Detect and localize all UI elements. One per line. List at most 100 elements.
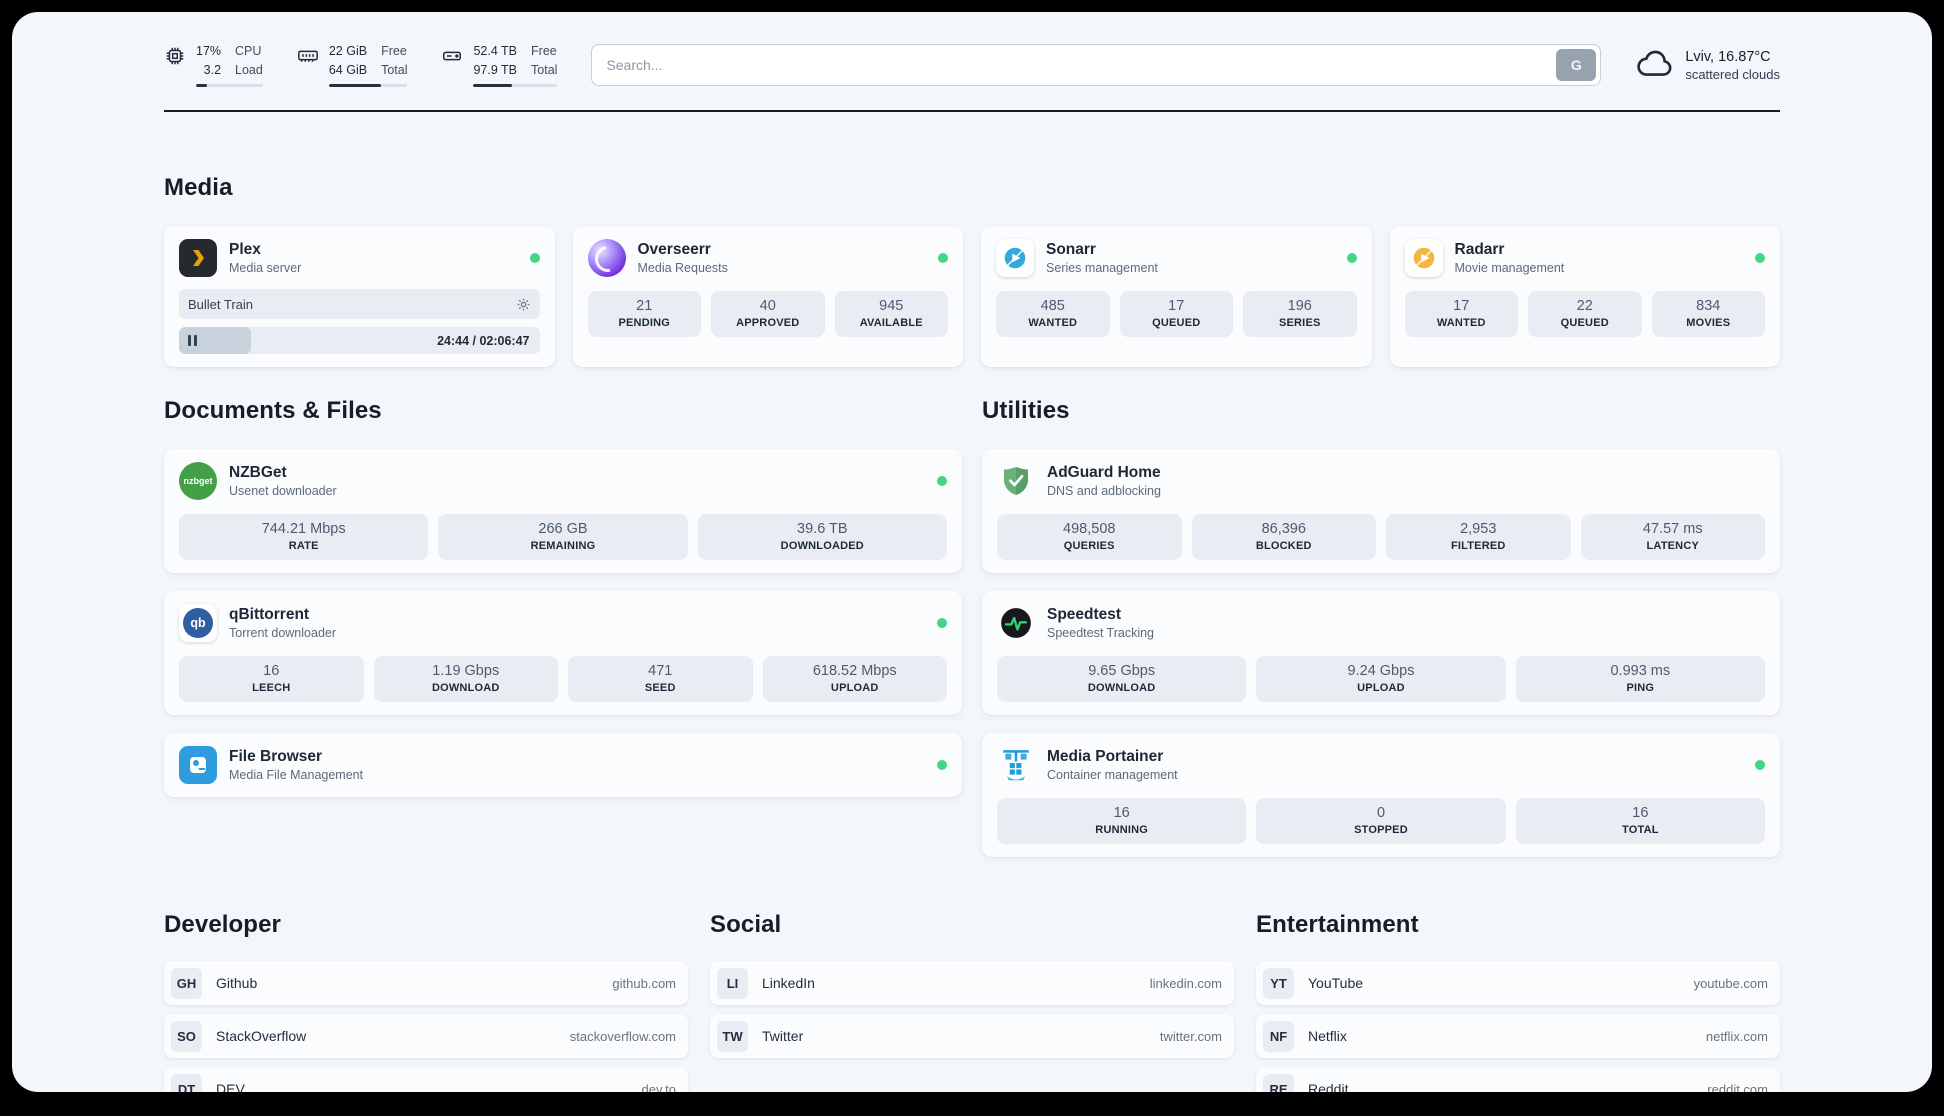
bookmark-badge: DT — [171, 1073, 202, 1092]
ram-widget: 22 GiB 64 GiB Free Total — [297, 43, 408, 87]
plex-icon — [179, 239, 217, 277]
app-name: AdGuard Home — [1047, 464, 1161, 481]
bookmark-twitter[interactable]: TW Twitter twitter.com — [710, 1014, 1234, 1058]
stat-wanted: 17 WANTED — [1404, 291, 1518, 337]
stat-blocked: 86,396 BLOCKED — [1191, 514, 1376, 560]
status-dot — [1346, 253, 1357, 263]
bookmark-linkedin[interactable]: LI LinkedIn linkedin.com — [710, 961, 1234, 1005]
bookmark-name: DEV — [216, 1081, 245, 1092]
pause-icon — [188, 335, 191, 346]
playback-progress: 24:44 / 02:06:47 — [179, 327, 540, 354]
now-playing-row: Bullet Train — [179, 289, 540, 319]
bookmark-url: twitter.com — [1159, 1028, 1222, 1044]
bookmark-github[interactable]: GH Github github.com — [164, 961, 688, 1005]
app-card-adguard[interactable]: AdGuard Home DNS and adblocking 498,508 … — [982, 449, 1780, 573]
app-card-plex[interactable]: Plex Media server Bullet Train 24:44 / 0 — [164, 226, 555, 367]
bookmark-url: dev.to — [641, 1081, 676, 1093]
ram-icon — [297, 45, 319, 72]
bookmark-dev[interactable]: DT DEV dev.to — [164, 1067, 688, 1092]
section-title-developer: Developer — [164, 911, 281, 938]
overseerr-icon — [587, 239, 626, 277]
cpu-icon — [164, 45, 186, 72]
section-title-media: Media — [164, 174, 233, 201]
bookmark-url: netflix.com — [1705, 1028, 1768, 1044]
status-dot — [1755, 253, 1765, 263]
now-playing-title: Bullet Train — [188, 296, 254, 312]
bookmark-name: Netflix — [1308, 1028, 1347, 1044]
ram-total-label: Total — [381, 63, 408, 77]
app-name: NZBGet — [229, 464, 287, 481]
stat-running: 16 RUNNING — [997, 798, 1247, 844]
ram-free-value: 22 GiB — [328, 44, 368, 59]
app-subtitle: Movie management — [1454, 261, 1565, 275]
stat-remaining: 266 GB REMAINING — [438, 514, 688, 560]
app-name: qBittorrent — [229, 606, 310, 623]
disk-progress-bar — [473, 83, 558, 87]
bookmark-name: Github — [216, 975, 258, 991]
bookmark-url: github.com — [612, 975, 676, 991]
app-card-radarr[interactable]: Radarr Movie management 17 WANTED 22 QUE… — [1389, 226, 1780, 367]
search-engine-button[interactable]: G — [1556, 49, 1597, 81]
app-card-nzbget[interactable]: nzbget NZBGet Usenet downloader 744.21 M… — [164, 449, 962, 573]
app-subtitle: Media File Management — [229, 768, 364, 782]
section-title-utilities: Utilities — [982, 397, 1070, 424]
section-utilities: Utilities AdGuard Home DNS and adblockin… — [982, 397, 1780, 857]
bookmark-badge: YT — [1263, 967, 1294, 999]
status-dot — [937, 760, 947, 770]
stat-rate: 744.21 Mbps RATE — [179, 514, 429, 560]
app-name: Sonarr — [1046, 241, 1096, 258]
gear-icon[interactable] — [516, 297, 531, 312]
stat-download: 9.65 Gbps DOWNLOAD — [997, 656, 1247, 702]
app-name: Plex — [229, 241, 261, 258]
qbittorrent-icon: qb — [179, 604, 217, 642]
bookmark-youtube[interactable]: YT YouTube youtube.com — [1256, 961, 1780, 1005]
section-title-documents: Documents & Files — [164, 397, 382, 424]
bookmark-reddit[interactable]: RE Reddit reddit.com — [1256, 1067, 1780, 1092]
bookmark-name: Twitter — [762, 1028, 804, 1044]
status-dot — [1755, 760, 1765, 770]
stat-upload: 618.52 Mbps UPLOAD — [762, 656, 947, 702]
status-dot — [529, 253, 540, 263]
cpu-load-label: Load — [235, 63, 263, 77]
filebrowser-icon — [179, 746, 217, 784]
app-name: Media Portainer — [1047, 748, 1164, 765]
search-bar: G — [591, 44, 1602, 86]
bookmark-badge: TW — [717, 1020, 748, 1052]
app-subtitle: Usenet downloader — [229, 484, 337, 498]
app-subtitle: Media Requests — [637, 261, 728, 275]
playback-time: 24:44 / 02:06:47 — [437, 333, 530, 348]
app-name: Overseerr — [637, 241, 711, 258]
app-card-portainer[interactable]: Media Portainer Container management 16 … — [982, 733, 1780, 857]
search-input[interactable] — [591, 44, 1602, 86]
app-card-overseerr[interactable]: Overseerr Media Requests 21 PENDING 40 A… — [572, 226, 963, 367]
bookmark-url: youtube.com — [1693, 975, 1768, 991]
app-subtitle: Media server — [229, 261, 302, 275]
stat-filtered: 2,953 FILTERED — [1386, 514, 1571, 560]
bookmark-badge: GH — [171, 967, 202, 999]
topbar: 17% 3.2 CPU Load — [164, 38, 1780, 92]
disk-total-label: Total — [531, 63, 558, 77]
app-card-filebrowser[interactable]: File Browser Media File Management — [164, 733, 962, 797]
bookmark-name: Reddit — [1308, 1081, 1349, 1092]
stat-leech: 16 LEECH — [179, 656, 364, 702]
app-card-qbittorrent[interactable]: qb qBittorrent Torrent downloader 16 LEE… — [164, 591, 962, 715]
stat-stopped: 0 STOPPED — [1256, 798, 1506, 844]
section-title-entertainment: Entertainment — [1256, 911, 1419, 938]
bookmark-url: stackoverflow.com — [569, 1028, 676, 1044]
app-card-speedtest[interactable]: Speedtest Speedtest Tracking 9.65 Gbps D… — [982, 591, 1780, 715]
disk-free-value: 52.4 TB — [473, 44, 518, 59]
cpu-progress-bar — [196, 83, 263, 87]
bookmark-url: linkedin.com — [1149, 975, 1222, 991]
header-divider — [164, 110, 1780, 112]
stat-queued: 22 QUEUED — [1528, 291, 1642, 337]
app-subtitle: Speedtest Tracking — [1047, 626, 1155, 640]
dashboard-page: 17% 3.2 CPU Load — [12, 12, 1932, 1092]
bookmark-netflix[interactable]: NF Netflix netflix.com — [1256, 1014, 1780, 1058]
app-card-sonarr[interactable]: Sonarr Series management 485 WANTED 17 Q… — [981, 226, 1372, 367]
cpu-usage-label: CPU — [235, 44, 262, 59]
cpu-widget: 17% 3.2 CPU Load — [164, 43, 263, 87]
cloud-icon — [1635, 46, 1675, 85]
bookmark-stackoverflow[interactable]: SO StackOverflow stackoverflow.com — [164, 1014, 688, 1058]
bookmark-name: YouTube — [1308, 975, 1364, 991]
app-subtitle: Container management — [1047, 768, 1178, 782]
